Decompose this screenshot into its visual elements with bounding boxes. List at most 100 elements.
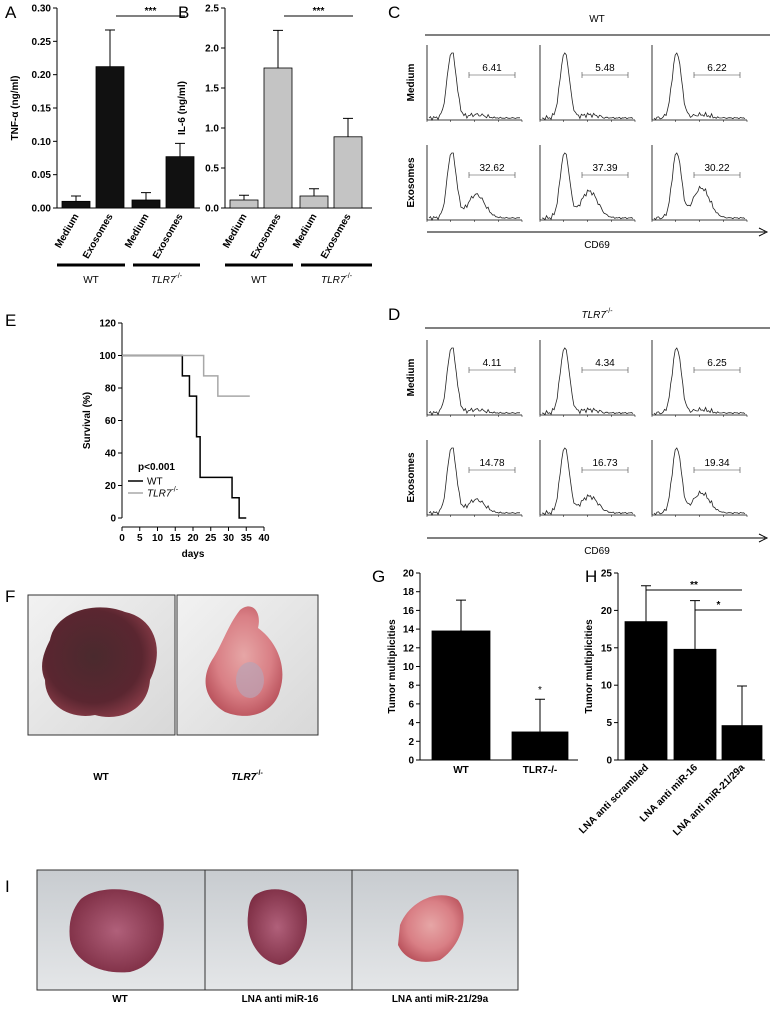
histogram-curve: [541, 152, 634, 221]
significance: ***: [313, 6, 325, 17]
group-label-main: WT: [251, 275, 267, 286]
histogram-axes: [426, 145, 522, 221]
bar: [431, 630, 491, 761]
histogram-axes: [651, 145, 747, 221]
legend-label-main: WT: [147, 477, 163, 488]
flow-title-main: WT: [589, 14, 605, 25]
panel-label: H: [585, 567, 597, 586]
error-bar: [105, 29, 115, 67]
x-tick-label: Medium: [123, 212, 151, 250]
gate-value: 14.78: [479, 458, 504, 469]
x-tick-label: TLR7-/-: [523, 765, 557, 776]
histogram-axes: [426, 45, 522, 121]
gate-value: 4.34: [595, 358, 615, 369]
y-tick-label: 0.25: [32, 37, 52, 48]
photo-label: WT: [112, 994, 128, 1005]
y-tick-label: 4: [408, 718, 414, 729]
group-label: TLR7-/-: [151, 273, 183, 286]
bar: [131, 199, 161, 209]
panel-label: A: [5, 3, 17, 22]
histogram-curve: [653, 447, 746, 516]
bar: [229, 199, 259, 209]
group-label-main: TLR7: [321, 275, 346, 286]
significance: *: [717, 600, 721, 611]
error-bar: [175, 142, 185, 157]
y-tick-label: 0.0: [205, 204, 219, 215]
photo-label-main: LNA anti miR-16: [242, 994, 319, 1005]
y-tick-label: 60: [105, 416, 117, 427]
histogram-axes: [426, 440, 522, 516]
y-tick-label: 80: [105, 384, 117, 395]
y-tick-label: 20: [601, 606, 613, 617]
bar: [624, 621, 668, 761]
photo-label-main: LNA anti miR-21/29a: [392, 994, 489, 1005]
y-tick-label: 0: [606, 756, 612, 767]
cd69-arrow: [427, 227, 769, 237]
y-tick-label: 2: [408, 737, 414, 748]
panel-label: C: [388, 3, 400, 22]
panel-label: G: [372, 567, 385, 586]
lung-image: [205, 606, 283, 716]
panel-label: B: [178, 3, 189, 22]
x-tick-label: 15: [170, 533, 182, 544]
histogram-curve: [428, 52, 520, 121]
group-label-sup: -/-: [175, 273, 182, 280]
group-label: WT: [83, 275, 99, 286]
x-tick-label: 35: [241, 533, 253, 544]
row-label: Medium: [406, 359, 417, 397]
gate: [693, 172, 741, 178]
x-axis-label: CD69: [584, 240, 610, 251]
x-axis-label: days: [182, 549, 205, 560]
y-tick-label: 20: [105, 481, 117, 492]
y-tick-label: 8: [408, 681, 414, 692]
x-tick-label: Exosomes: [319, 212, 354, 261]
x-tick-label: Medium: [221, 212, 249, 250]
histogram-axes: [651, 340, 747, 416]
gate-value: 16.73: [592, 458, 617, 469]
lung-image: [69, 889, 164, 973]
y-tick-label: 0.20: [32, 70, 52, 81]
panel-label: F: [5, 587, 15, 606]
histogram-axes: [651, 440, 747, 516]
y-tick-label: 0.05: [32, 170, 52, 181]
histogram-axes: [539, 45, 635, 121]
x-tick-label: 30: [223, 533, 235, 544]
photo-label-main: WT: [93, 772, 109, 783]
x-tick-label: LNA anti scrambled: [577, 762, 651, 836]
gate-value: 6.25: [707, 358, 727, 369]
x-tick-label: 0: [119, 533, 125, 544]
x-tick-label: 20: [187, 533, 199, 544]
flow-title: TLR7-/-: [581, 308, 613, 321]
error-bar: [456, 599, 466, 631]
x-tick-label: Exosomes: [81, 212, 116, 261]
x-tick-label: 10: [152, 533, 164, 544]
flow-title: WT: [589, 14, 605, 25]
y-tick-label: 1.0: [205, 124, 219, 135]
photo-label-sup: -/-: [256, 770, 263, 777]
y-tick-label: 18: [403, 587, 415, 598]
y-tick-label: 0.00: [32, 204, 52, 215]
survival-line: [122, 354, 247, 519]
histogram-axes: [651, 45, 747, 121]
y-tick-label: 5: [606, 718, 612, 729]
y-tick-label: 2.0: [205, 44, 219, 55]
y-tick-label: 0.15: [32, 104, 52, 115]
y-tick-label: 0.10: [32, 137, 52, 148]
x-tick-label: Medium: [291, 212, 319, 250]
significance: ***: [145, 6, 157, 17]
y-tick-label: 120: [99, 319, 116, 330]
histogram-axes: [539, 440, 635, 516]
y-tick-label: 14: [403, 625, 415, 636]
gate: [468, 172, 516, 178]
y-tick-label: 6: [408, 699, 414, 710]
y-tick-label: 40: [105, 449, 117, 460]
histogram-curve: [653, 347, 746, 416]
histogram-curve: [428, 152, 520, 221]
cd69-arrow: [427, 533, 769, 543]
x-tick-label: 5: [137, 533, 143, 544]
gate: [581, 172, 629, 178]
y-axis-label: TNF-α (ng/ml): [10, 75, 21, 140]
y-tick-label: 16: [403, 606, 415, 617]
y-axis-label: Tumor multiplicities: [584, 619, 595, 714]
